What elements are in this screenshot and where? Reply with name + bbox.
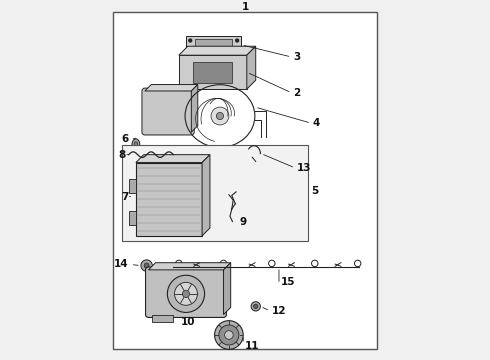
Circle shape (141, 260, 152, 271)
FancyBboxPatch shape (146, 267, 226, 318)
Circle shape (211, 107, 229, 125)
Circle shape (236, 48, 239, 50)
Text: 7: 7 (122, 192, 129, 202)
Circle shape (168, 275, 204, 312)
Text: 4: 4 (313, 118, 320, 128)
Polygon shape (148, 263, 231, 270)
Circle shape (215, 321, 243, 349)
Circle shape (217, 112, 223, 120)
Circle shape (219, 325, 239, 345)
Polygon shape (179, 46, 256, 55)
FancyBboxPatch shape (142, 88, 194, 135)
Bar (186, 36, 242, 53)
Text: 15: 15 (281, 278, 295, 287)
Bar (129, 211, 136, 225)
Circle shape (224, 331, 233, 339)
Polygon shape (247, 46, 256, 89)
Text: 5: 5 (311, 186, 318, 196)
Bar (193, 62, 232, 83)
Text: 12: 12 (272, 306, 286, 316)
Text: 13: 13 (297, 163, 311, 173)
Polygon shape (191, 85, 198, 132)
Text: 6: 6 (122, 134, 129, 144)
Polygon shape (223, 263, 231, 315)
Circle shape (251, 302, 260, 311)
Ellipse shape (134, 142, 138, 148)
Bar (136, 162, 202, 236)
Text: 2: 2 (294, 88, 300, 98)
Polygon shape (136, 155, 210, 162)
Bar (179, 55, 247, 89)
Circle shape (189, 39, 192, 42)
Bar (122, 145, 308, 241)
Text: 1: 1 (242, 2, 248, 12)
Text: 10: 10 (180, 317, 195, 327)
Ellipse shape (132, 139, 140, 150)
Circle shape (144, 263, 149, 268)
Circle shape (236, 39, 239, 42)
Text: 14: 14 (114, 260, 129, 270)
Bar (129, 179, 136, 193)
Circle shape (174, 282, 197, 305)
Text: 8: 8 (118, 150, 125, 160)
Circle shape (182, 290, 190, 297)
Text: 11: 11 (245, 341, 260, 351)
Circle shape (254, 304, 258, 309)
Circle shape (189, 48, 192, 50)
Bar (152, 315, 173, 322)
Text: 3: 3 (294, 52, 300, 62)
Bar (113, 12, 377, 348)
Text: 9: 9 (240, 217, 247, 226)
Polygon shape (145, 85, 198, 91)
Bar (195, 39, 232, 50)
Polygon shape (202, 155, 210, 236)
